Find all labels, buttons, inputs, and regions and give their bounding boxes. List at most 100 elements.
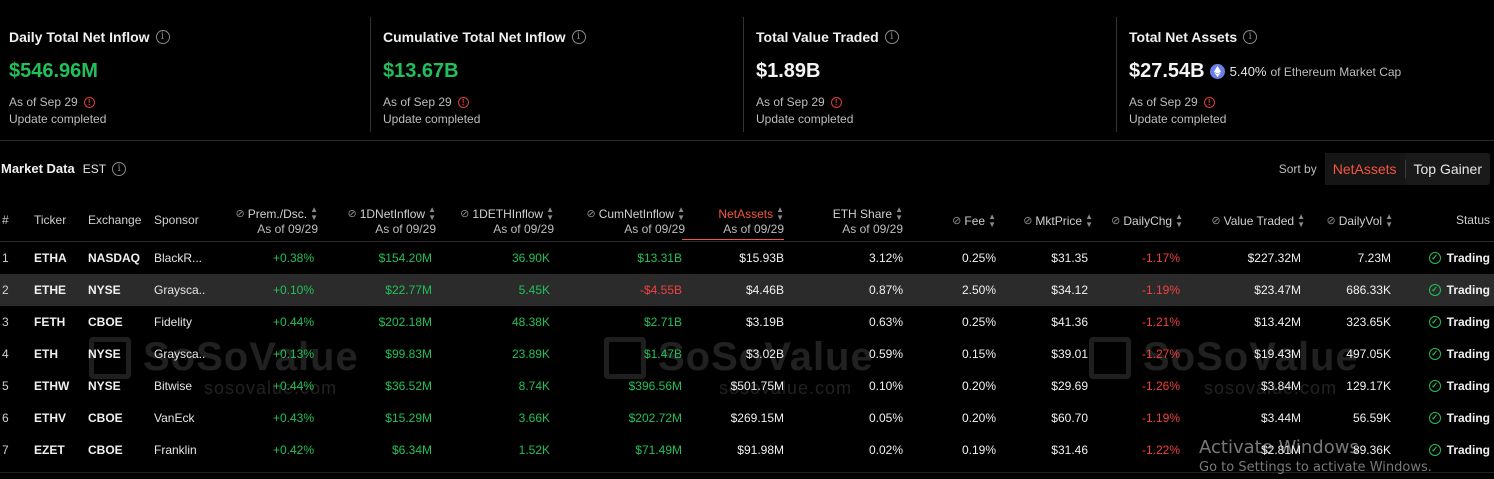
cell-prem: +0.13%	[272, 347, 314, 361]
cell-exchange: NASDAQ	[88, 251, 141, 265]
sort-icon[interactable]: ▲ ▼	[1175, 212, 1183, 229]
filter-icon[interactable]: ⊘	[1211, 214, 1221, 227]
table-row[interactable]: 5 ETHW NYSE Bitwise +0.44% $36.52M 8.74K $396.5…	[0, 370, 1494, 402]
update-status: Update completed	[1129, 112, 1227, 126]
asof-date: As of Sep 29	[756, 95, 825, 109]
sort-icon[interactable]: ▲ ▼	[1385, 212, 1393, 229]
filter-icon[interactable]: ⊘	[952, 214, 962, 227]
col-eth-share[interactable]: ETH Share ▲ ▼ As of 09/29	[832, 205, 903, 237]
table-row[interactable]: 4 ETH NYSE Graysca... +0.13% $99.83M 23.89K $1.…	[0, 338, 1494, 370]
table-row[interactable]: 7 EZET CBOE Franklin +0.42% $6.34M 1.52K $71.49…	[0, 434, 1494, 466]
watermark-logo	[1089, 337, 1131, 379]
cell-sponsor: Graysca...	[154, 347, 206, 361]
cell-price: $31.46	[1051, 443, 1088, 457]
info-icon[interactable]: i	[884, 30, 899, 44]
info-icon[interactable]: i	[112, 161, 127, 176]
info-icon[interactable]: i	[1243, 30, 1258, 44]
cell-traded: $23.47M	[1254, 283, 1301, 297]
col-value-traded[interactable]: ⊘ Value Traded ▲ ▼	[1211, 212, 1305, 229]
cell-price: $60.70	[1051, 411, 1088, 425]
filter-icon[interactable]: ⊘	[1326, 214, 1336, 227]
alert-icon[interactable]: !	[830, 96, 842, 108]
col-fee[interactable]: ⊘ Fee ▲ ▼	[952, 212, 996, 229]
table-row[interactable]: 1 ETHA NASDAQ BlackR... +0.38% $154.20M 36.90K…	[0, 242, 1494, 274]
cell-assets: $4.46B	[745, 283, 784, 297]
sort-icon[interactable]: ▲ ▼	[776, 205, 784, 222]
status-label: Trading	[1446, 251, 1490, 265]
market-data-header: Market Data EST i	[1, 161, 127, 176]
col-1d-eth-inflow[interactable]: ⊘ 1DETHInflow ▲ ▼ As of 09/29	[460, 205, 554, 237]
cell-inflow: $36.52M	[385, 379, 432, 393]
cell-status: ✓ Trading	[1428, 306, 1490, 338]
filter-icon[interactable]: ⊘	[347, 207, 357, 220]
cell-traded: $19.43M	[1254, 347, 1301, 361]
col-prem-dsc[interactable]: ⊘ Prem./Dsc. ▲ ▼ As of 09/29	[235, 205, 318, 237]
cell-num: 1	[2, 251, 9, 265]
cell-num: 2	[2, 283, 9, 297]
filter-icon[interactable]: ⊘	[1023, 214, 1033, 227]
sort-icon[interactable]: ▲ ▼	[1085, 212, 1093, 229]
status-label: Trading	[1446, 443, 1490, 457]
card-cumulative-net-inflow: Cumulative Total Net Inflow i $13.67B As …	[370, 17, 743, 132]
col-mkt-price[interactable]: ⊘ MktPrice ▲ ▼	[1023, 212, 1093, 229]
cell-sponsor: Graysca...	[154, 283, 206, 297]
cell-ethinflow: 8.74K	[518, 379, 550, 393]
card-total-net-assets: Total Net Assets i $27.54B 5.40% of Ether…	[1116, 17, 1494, 132]
sort-icon[interactable]: ▲ ▼	[1297, 212, 1305, 229]
sort-icon[interactable]: ▲ ▼	[546, 205, 554, 222]
card-title: Total Net Assets	[1129, 29, 1238, 45]
info-icon[interactable]: i	[571, 30, 586, 44]
cell-traded: $227.32M	[1247, 251, 1301, 265]
col-net-assets[interactable]: NetAssets ▲ ▼ As of 09/29	[682, 206, 784, 240]
sort-icon[interactable]: ▲ ▼	[988, 212, 996, 229]
col-number: #	[2, 213, 9, 227]
sort-by-control: Sort by NetAssets Top Gainer	[1279, 153, 1490, 185]
info-icon[interactable]: i	[155, 30, 170, 44]
cell-cum: $1.47B	[643, 347, 682, 361]
alert-icon[interactable]: !	[83, 96, 95, 108]
alert-icon[interactable]: !	[457, 96, 469, 108]
cell-assets: $3.02B	[745, 347, 784, 361]
filter-icon[interactable]: ⊘	[460, 207, 470, 220]
col-cum-net-inflow[interactable]: ⊘ CumNetInflow ▲ ▼ As of 09/29	[586, 205, 686, 237]
sort-icon[interactable]: ▲ ▼	[428, 205, 436, 222]
alert-icon[interactable]: !	[1203, 96, 1215, 108]
sort-netassets-button[interactable]: NetAssets	[1324, 153, 1405, 185]
table-row[interactable]: 3 FETH CBOE Fidelity +0.44% $202.18M 48.38K $2.…	[0, 306, 1494, 338]
cell-ticker[interactable]: ETHE	[34, 283, 67, 297]
cell-fee: 0.25%	[961, 251, 996, 265]
cell-vol: 497.05K	[1346, 347, 1391, 361]
cell-ticker[interactable]: EZET	[34, 443, 65, 457]
col-daily-vol[interactable]: ⊘ DailyVol ▲ ▼	[1326, 212, 1394, 229]
sort-top-gainer-button[interactable]: Top Gainer	[1404, 160, 1490, 178]
col-1d-net-inflow[interactable]: ⊘ 1DNetInflow ▲ ▼ As of 09/29	[347, 205, 436, 237]
sort-icon[interactable]: ▲ ▼	[677, 205, 685, 222]
cell-ethinflow: 1.52K	[518, 443, 550, 457]
cell-inflow: $15.29M	[385, 411, 432, 425]
cell-assets: $269.15M	[730, 411, 784, 425]
col-status: Status	[1455, 213, 1490, 227]
table-row[interactable]: 2 ETHE NYSE Graysca... +0.10% $22.77M 5.45K -$4…	[0, 274, 1494, 306]
cell-traded: $2.81M	[1260, 443, 1301, 457]
sort-icon[interactable]: ▲ ▼	[895, 205, 903, 222]
ethereum-icon	[1209, 64, 1225, 79]
col-daily-chg[interactable]: ⊘ DailyChg ▲ ▼	[1111, 212, 1183, 229]
table-row[interactable]: 6 ETHV CBOE VanEck +0.43% $15.29M 3.66K $202.72…	[0, 402, 1494, 434]
filter-icon[interactable]: ⊘	[586, 207, 596, 220]
check-circle-icon: ✓	[1428, 348, 1441, 360]
filter-icon[interactable]: ⊘	[235, 207, 245, 220]
col-ticker: Ticker	[34, 213, 67, 227]
cell-ticker[interactable]: ETHV	[34, 411, 67, 425]
cell-share: 0.02%	[868, 443, 903, 457]
cell-ticker[interactable]: ETHA	[34, 251, 67, 265]
cell-ticker[interactable]: ETHW	[34, 379, 70, 393]
card-value: $27.54B	[1129, 60, 1205, 82]
cell-chg: -1.21%	[1141, 315, 1180, 329]
filter-icon[interactable]: ⊘	[1111, 214, 1121, 227]
card-title: Total Value Traded	[756, 29, 879, 45]
cell-inflow: $6.34M	[391, 443, 432, 457]
status-label: Trading	[1446, 379, 1490, 393]
cell-ticker[interactable]: ETH	[34, 347, 58, 361]
cell-ticker[interactable]: FETH	[34, 315, 66, 329]
sort-icon[interactable]: ▲ ▼	[310, 205, 318, 222]
